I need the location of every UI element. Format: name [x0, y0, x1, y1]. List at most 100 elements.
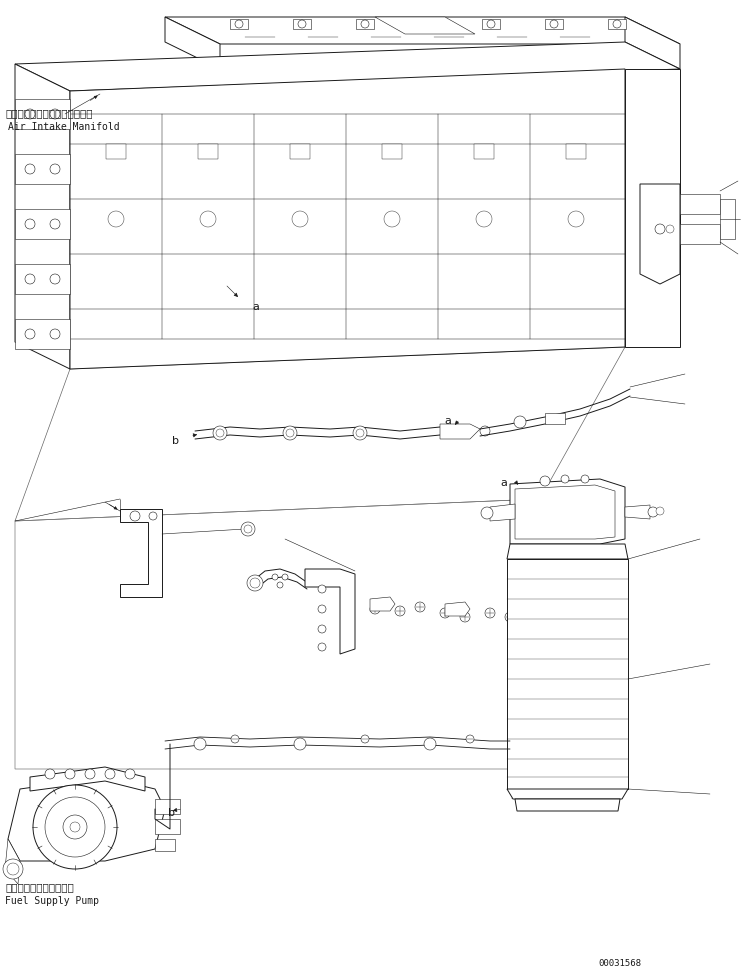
Circle shape	[550, 21, 558, 29]
Circle shape	[613, 21, 621, 29]
Polygon shape	[680, 225, 720, 245]
Circle shape	[424, 739, 436, 750]
Circle shape	[194, 739, 206, 750]
Polygon shape	[8, 778, 165, 861]
Polygon shape	[566, 145, 586, 160]
Circle shape	[50, 220, 60, 230]
Circle shape	[318, 625, 326, 633]
Text: a: a	[252, 302, 259, 312]
Text: Air Intake Manifold: Air Intake Manifold	[8, 122, 120, 132]
Circle shape	[460, 613, 470, 622]
Polygon shape	[5, 839, 20, 884]
Circle shape	[130, 512, 140, 522]
Polygon shape	[440, 425, 480, 440]
Text: フェエルサプライボンプ: フェエルサプライボンプ	[5, 881, 74, 891]
Circle shape	[50, 109, 60, 120]
Circle shape	[25, 165, 35, 175]
Polygon shape	[15, 100, 70, 130]
Polygon shape	[507, 789, 628, 799]
Circle shape	[213, 427, 227, 441]
Text: Fuel Supply Pump: Fuel Supply Pump	[5, 895, 99, 905]
Circle shape	[50, 165, 60, 175]
Circle shape	[481, 507, 493, 520]
Polygon shape	[305, 570, 355, 655]
Circle shape	[231, 736, 239, 743]
Circle shape	[361, 736, 369, 743]
Polygon shape	[680, 194, 720, 215]
Polygon shape	[165, 18, 220, 70]
Circle shape	[318, 606, 326, 614]
Circle shape	[200, 212, 216, 228]
Polygon shape	[155, 799, 180, 814]
Circle shape	[656, 507, 664, 516]
Circle shape	[356, 430, 364, 438]
Circle shape	[353, 427, 367, 441]
Polygon shape	[198, 145, 218, 160]
Circle shape	[318, 585, 326, 593]
Circle shape	[283, 427, 297, 441]
Polygon shape	[15, 210, 70, 239]
Polygon shape	[15, 64, 70, 369]
Circle shape	[487, 21, 495, 29]
Circle shape	[45, 769, 55, 780]
Circle shape	[45, 797, 105, 857]
Circle shape	[125, 769, 135, 780]
Polygon shape	[640, 185, 680, 284]
Circle shape	[25, 329, 35, 340]
Text: b: b	[172, 436, 179, 446]
Polygon shape	[382, 145, 402, 160]
Circle shape	[370, 605, 380, 615]
Text: b: b	[168, 807, 175, 817]
Polygon shape	[515, 799, 620, 811]
Circle shape	[440, 609, 450, 618]
Circle shape	[361, 21, 369, 29]
Circle shape	[384, 212, 400, 228]
Circle shape	[666, 226, 674, 234]
Circle shape	[25, 109, 35, 120]
Circle shape	[568, 212, 584, 228]
Polygon shape	[15, 43, 680, 92]
Circle shape	[277, 582, 283, 588]
Circle shape	[395, 607, 405, 616]
Circle shape	[485, 609, 495, 618]
Polygon shape	[510, 480, 625, 544]
Polygon shape	[545, 20, 563, 30]
Circle shape	[25, 275, 35, 284]
Circle shape	[466, 736, 474, 743]
Circle shape	[424, 21, 432, 29]
Circle shape	[272, 574, 278, 580]
Circle shape	[561, 476, 569, 484]
Circle shape	[298, 21, 306, 29]
Polygon shape	[15, 265, 70, 295]
Polygon shape	[625, 70, 680, 348]
Polygon shape	[30, 767, 145, 791]
Circle shape	[70, 823, 80, 832]
Circle shape	[250, 578, 260, 588]
Circle shape	[216, 430, 224, 438]
Circle shape	[286, 430, 294, 438]
Text: エアーインテークマニホールド: エアーインテークマニホールド	[5, 107, 92, 118]
Circle shape	[655, 225, 665, 234]
Polygon shape	[165, 18, 680, 45]
Polygon shape	[545, 413, 565, 425]
Circle shape	[3, 859, 23, 879]
Polygon shape	[70, 70, 625, 369]
Circle shape	[85, 769, 95, 780]
Circle shape	[540, 477, 550, 487]
Circle shape	[105, 769, 115, 780]
Circle shape	[108, 212, 124, 228]
Circle shape	[149, 513, 157, 521]
Circle shape	[514, 416, 526, 429]
Polygon shape	[370, 597, 395, 612]
Circle shape	[415, 603, 425, 613]
Circle shape	[505, 613, 515, 622]
Circle shape	[50, 329, 60, 340]
Polygon shape	[474, 145, 494, 160]
Circle shape	[282, 574, 288, 580]
Polygon shape	[482, 20, 500, 30]
Circle shape	[235, 21, 243, 29]
Circle shape	[65, 769, 75, 780]
Circle shape	[480, 427, 490, 437]
Polygon shape	[155, 839, 175, 851]
Circle shape	[581, 476, 589, 484]
